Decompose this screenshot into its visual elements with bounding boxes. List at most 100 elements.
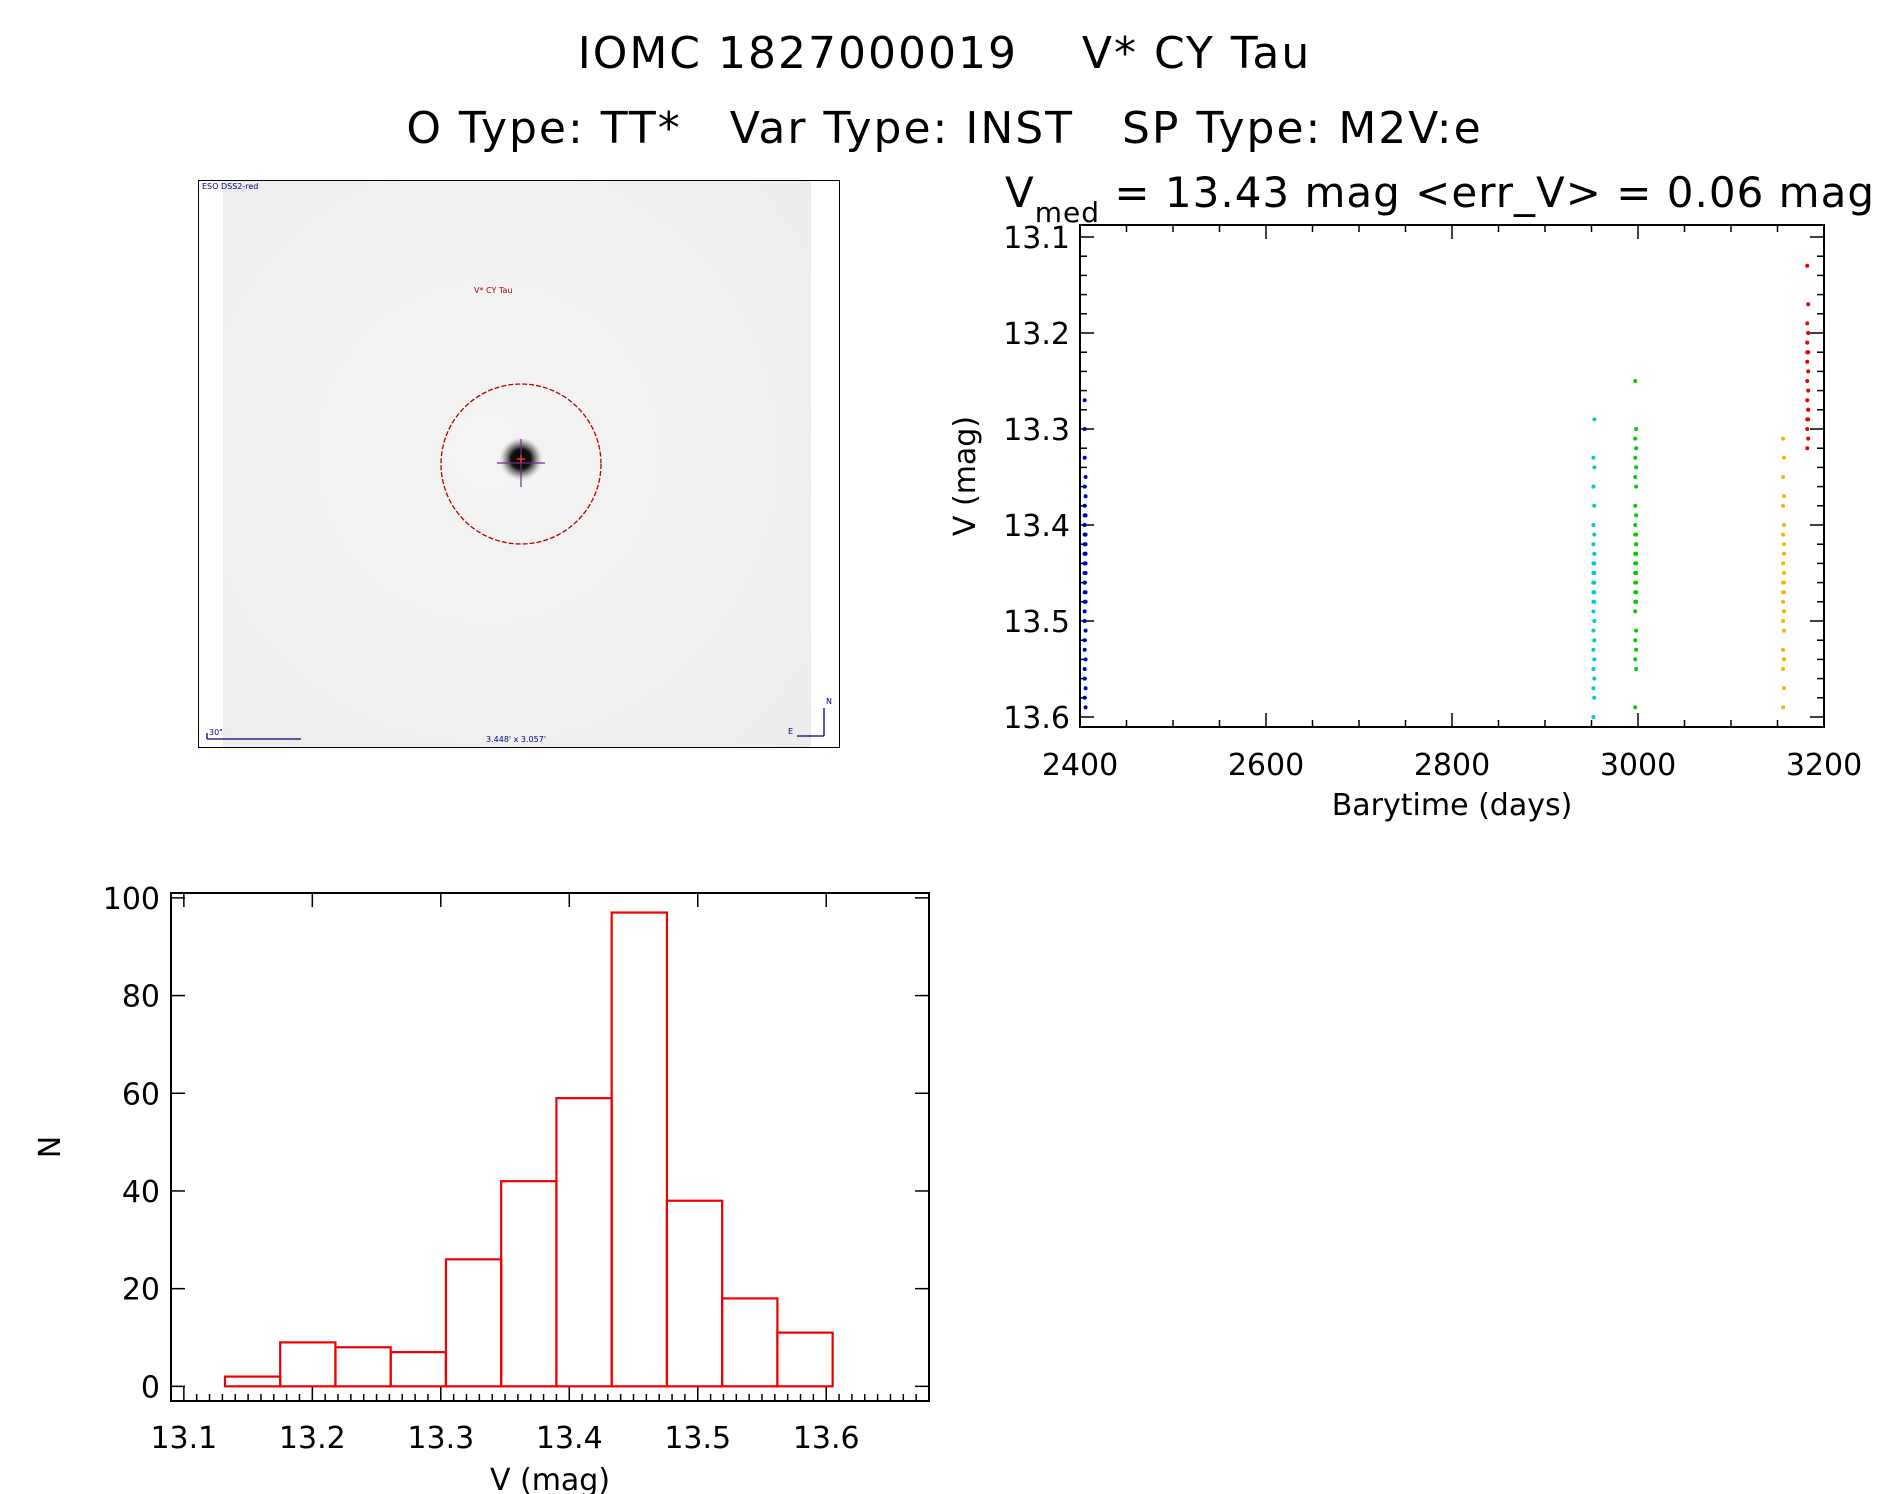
data-point [1633,523,1638,527]
y-tick-label: 40 [122,1175,160,1210]
compass-e-label: E [788,727,793,736]
histogram-bar [776,1331,834,1388]
data-point [1782,609,1787,614]
histogram-bar [334,1346,392,1388]
data-point [1633,503,1638,508]
data-point [1634,542,1639,547]
finder-overlay: 30" 3.448' x 3.057' N E [206,383,832,744]
light-curve-ylabel: V (mag) [948,416,983,536]
data-point [1083,494,1088,499]
data-point [1591,686,1596,691]
data-point [1082,676,1087,681]
data-point [1782,455,1787,460]
data-point [1633,609,1638,614]
light-curve-title: Vmed = 13.43 mag <err_V> = 0.06 mag [1005,168,1875,229]
data-point [1083,705,1088,710]
data-point [1592,619,1597,623]
data-point [1806,331,1811,335]
x-tick-label: 13.3 [407,1421,474,1456]
data-point [1592,599,1597,604]
data-point [1782,580,1787,585]
data-point [1633,705,1638,710]
histogram-ylabel: N [33,1136,68,1158]
data-point [1591,628,1596,633]
x-tick-label: 2800 [1414,748,1490,783]
data-point [1634,427,1639,431]
data-point [1633,379,1638,383]
finder-chart-image: ESO DSS2-red V* CY Tau 30" 3.448' x 3.05… [198,180,840,748]
data-point [1591,523,1596,527]
data-point [1806,407,1811,412]
data-point [1592,695,1597,700]
x-tick-label: 13.4 [536,1421,603,1456]
data-point [1633,475,1638,479]
light-curve-chart: Vmed = 13.43 mag <err_V> = 0.06 mag 2400… [948,168,1875,823]
histogram-xlabel: V (mag) [490,1463,610,1494]
data-point [1806,436,1811,441]
data-point [1805,398,1810,403]
data-point [1082,455,1087,460]
data-point [1591,667,1596,671]
data-point [1591,542,1596,547]
data-point [1782,523,1787,527]
data-point [1082,695,1087,700]
histogram-axes: 13.1 13.2 13.3 13.4 13.5 13.6 0 20 40 60 80 100 [103,882,930,1456]
data-point [1592,503,1597,508]
aperture-circle [440,383,602,545]
data-point [1806,302,1811,307]
data-point [1591,609,1596,614]
data-point [1782,551,1787,556]
data-point [1634,446,1639,451]
data-point [1634,571,1639,575]
data-point [1592,417,1597,422]
data-point [1805,350,1810,355]
data-point [1634,561,1639,566]
light-curve-points [1082,263,1811,719]
data-point [1634,667,1639,671]
histogram-bar [665,1199,724,1388]
data-point [1805,446,1810,451]
data-point [1782,686,1787,691]
data-point [1592,657,1597,662]
data-point [1083,542,1088,547]
data-point [1633,638,1638,643]
data-point [1806,417,1811,422]
data-point [1633,455,1638,460]
data-point [1781,475,1786,479]
light-curve-xlabel: Barytime (days) [1332,788,1573,823]
x-tick-label: 13.5 [664,1421,731,1456]
data-point [1781,619,1786,623]
histogram-bar [389,1351,448,1388]
data-point [1083,561,1088,566]
data-point [1634,590,1639,595]
histogram-bar [721,1297,779,1388]
data-point [1781,561,1786,566]
data-point [1805,427,1810,431]
data-point [1633,657,1638,662]
x-tick-label: 13.1 [150,1421,217,1456]
data-point [1781,503,1786,508]
data-point [1082,638,1087,643]
scale-label: 30" [209,728,223,737]
histogram-bar [279,1341,337,1388]
data-point [1082,484,1087,489]
histogram-bars [223,911,834,1388]
data-point [1082,427,1087,431]
data-point [1083,475,1088,479]
data-point [1082,580,1087,585]
data-point [1781,532,1786,537]
y-tick-label: 13.2 [1003,317,1070,352]
data-point [1082,398,1087,403]
data-point [1082,647,1087,652]
data-point [1082,551,1087,556]
data-point [1782,657,1787,662]
data-point [1805,340,1810,345]
data-point [1591,484,1596,489]
chart-title: IOMC 1827000019 V* CY Tau [577,28,1312,79]
size-label: 3.448' x 3.057' [486,735,546,744]
data-point [1592,638,1597,643]
data-point [1805,321,1810,326]
data-point [1782,494,1787,499]
object-type-subtitle: O Type: TT* Var Type: INST SP Type: M2V:… [406,103,1483,154]
data-point [1592,465,1597,470]
